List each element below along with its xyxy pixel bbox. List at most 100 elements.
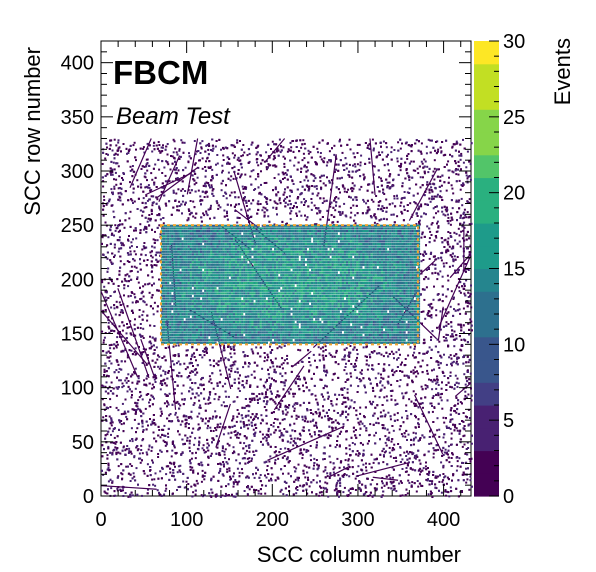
- heatmap-cell: [165, 160, 168, 163]
- heatmap-cell: [249, 175, 252, 178]
- heatmap-cell: [407, 452, 410, 455]
- heatmap-cell: [116, 162, 119, 165]
- heatmap-cell: [105, 203, 108, 206]
- heatmap-cell: [281, 357, 284, 360]
- heatmap-cell: [233, 472, 235, 475]
- heatmap-cell: [255, 413, 258, 416]
- heatmap-cell: [356, 470, 359, 473]
- heatmap-cell: [242, 422, 245, 425]
- heatmap-cell: [322, 395, 324, 398]
- heatmap-cell: [261, 209, 264, 212]
- heatmap-cell: [113, 256, 115, 258]
- heatmap-cell: [388, 451, 391, 454]
- heatmap-cell: [345, 438, 348, 441]
- heatmap-cell: [424, 396, 427, 399]
- heatmap-cell: [222, 433, 225, 436]
- heatmap-cell: [200, 378, 203, 381]
- heatmap-cell: [120, 244, 123, 247]
- heatmap-cell: [158, 355, 161, 358]
- heatmap-cell: [228, 373, 231, 376]
- heatmap-cell: [236, 467, 239, 470]
- heatmap-cell: [302, 390, 305, 393]
- heatmap-cell: [294, 478, 297, 481]
- heatmap-cell: [179, 471, 182, 473]
- heatmap-cell: [277, 173, 280, 176]
- heatmap-cell: [344, 354, 346, 357]
- heatmap-cell: [264, 484, 267, 487]
- heatmap-cell: [265, 395, 267, 398]
- heatmap-cell: [310, 459, 312, 462]
- heatmap-cell: [153, 301, 156, 304]
- heatmap-cell: [183, 362, 186, 365]
- heatmap-cell: [210, 149, 212, 151]
- heatmap-cell: [151, 256, 154, 259]
- heatmap-cell: [445, 249, 448, 252]
- heatmap-cell: [365, 469, 368, 472]
- heatmap-cell: [455, 140, 458, 143]
- heatmap-cell: [319, 155, 322, 158]
- heatmap-cell: [303, 179, 306, 182]
- heatmap-cell: [151, 150, 154, 153]
- heatmap-cell: [256, 212, 259, 215]
- heatmap-cell: [247, 419, 250, 422]
- heatmap-cell: [389, 390, 392, 392]
- heatmap-cell: [312, 353, 315, 356]
- heatmap-cell: [120, 336, 123, 338]
- heatmap-cell: [273, 177, 276, 179]
- heatmap-cell: [269, 164, 272, 167]
- heatmap-cell: [139, 461, 142, 464]
- heatmap-cell: [418, 219, 421, 222]
- heatmap-cell: [282, 412, 285, 415]
- heatmap-cell: [231, 452, 234, 455]
- heatmap-cell: [302, 139, 305, 142]
- heatmap-cell: [162, 222, 165, 225]
- heatmap-cell: [290, 415, 293, 418]
- heatmap-cell: [246, 493, 249, 495]
- heatmap-cell: [131, 381, 134, 384]
- heatmap-cell: [171, 360, 174, 363]
- heatmap-cell: [300, 167, 303, 170]
- heatmap-cell: [381, 205, 384, 208]
- heatmap-cell: [406, 439, 408, 441]
- heatmap-cell: [345, 162, 348, 165]
- heatmap-cell: [427, 138, 430, 141]
- heatmap-cell: [114, 171, 117, 174]
- heatmap-cell: [163, 424, 166, 427]
- heatmap-cell: [175, 151, 178, 154]
- heatmap-cell: [451, 255, 454, 258]
- heatmap-cell: [348, 466, 351, 469]
- heatmap-cell: [318, 494, 321, 497]
- heatmap-cell: [430, 379, 433, 382]
- heatmap-cell: [165, 204, 168, 207]
- heatmap-cell: [132, 238, 134, 241]
- heatmap-cell: [322, 182, 325, 185]
- heatmap-cell: [419, 365, 422, 368]
- heatmap-cell: [452, 474, 455, 477]
- heatmap-cell: [342, 476, 345, 478]
- heatmap-cell: [433, 167, 436, 170]
- heatmap-cell: [115, 386, 118, 389]
- heatmap-cell: [124, 279, 127, 282]
- heatmap-cell: [345, 452, 348, 455]
- heatmap-cell: [344, 459, 347, 462]
- heatmap-cell: [268, 460, 271, 463]
- heatmap-cell: [153, 478, 156, 481]
- heatmap-cell: [360, 185, 363, 188]
- heatmap-cell: [426, 364, 429, 367]
- heatmap-cell: [348, 174, 351, 177]
- heatmap-cell: [253, 397, 256, 400]
- heatmap-cell: [139, 327, 142, 330]
- heatmap-cell: [133, 265, 136, 268]
- heatmap-cell: [184, 190, 187, 192]
- heatmap-cell: [327, 218, 330, 221]
- heatmap-cell: [103, 199, 106, 201]
- heatmap-cell: [239, 420, 242, 423]
- heatmap-cell: [303, 157, 306, 160]
- heatmap-cell: [343, 466, 345, 469]
- heatmap-cell: [257, 492, 260, 495]
- heatmap-cell: [307, 205, 310, 208]
- heatmap-cell: [283, 176, 286, 179]
- heatmap-cell: [140, 449, 143, 451]
- heatmap-cell: [104, 471, 107, 474]
- heatmap-cell: [203, 196, 206, 198]
